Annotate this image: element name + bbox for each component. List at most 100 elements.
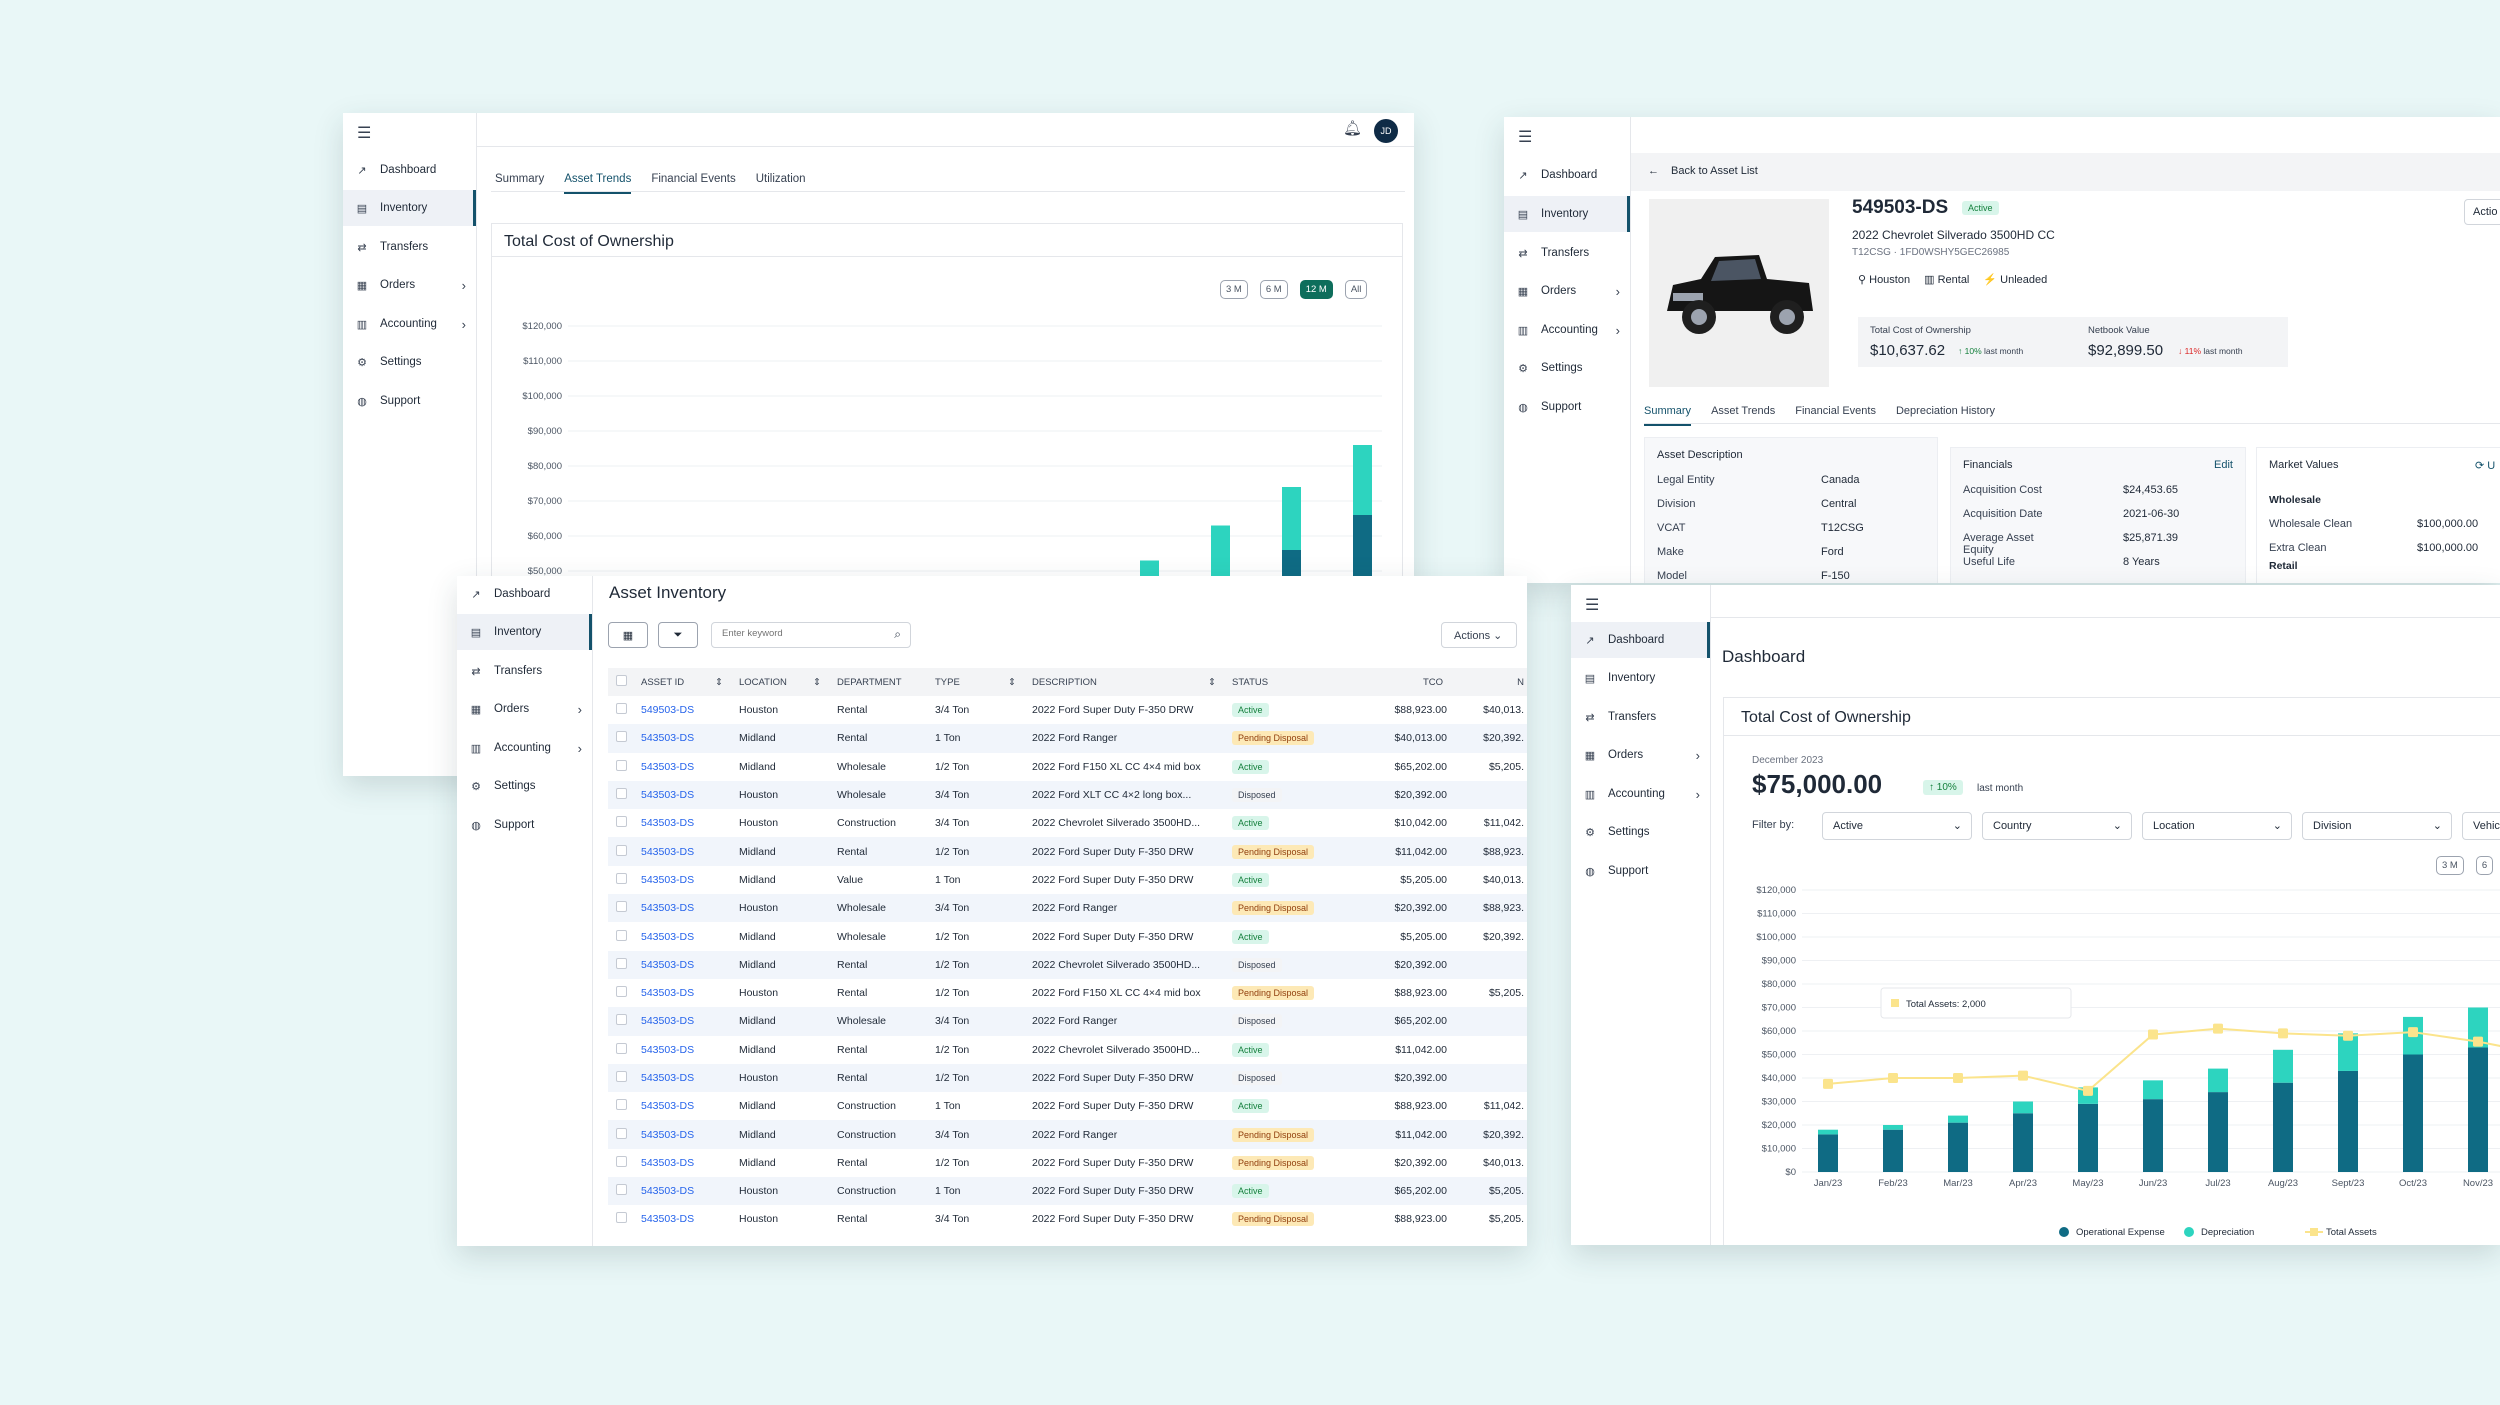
asset-id-link[interactable]: 543503-DS bbox=[641, 902, 695, 915]
row-checkbox[interactable] bbox=[616, 788, 627, 800]
range-3m[interactable]: 3 M bbox=[1220, 280, 1248, 299]
nav-inventory[interactable]: ▤ Inventory bbox=[343, 190, 476, 226]
table-row[interactable]: 543503-DS Midland Rental 1/2 Ton 2022 Ford S… bbox=[608, 837, 1527, 866]
nav-orders[interactable]: ▦ Orders › bbox=[356, 277, 466, 293]
nav-support[interactable]: ◍ Support bbox=[1504, 389, 1630, 425]
nav-support[interactable]: ◍ Support bbox=[343, 383, 476, 419]
table-row[interactable]: 543503-DS Houston Rental 3/4 Ton 2022 Ford S… bbox=[608, 1205, 1527, 1233]
asset-id-link[interactable]: 543503-DS bbox=[641, 789, 695, 802]
table-row[interactable]: 543503-DS Midland Rental 1/2 Ton 2022 Chevro… bbox=[608, 950, 1527, 979]
row-checkbox[interactable] bbox=[616, 731, 627, 743]
search-input[interactable] bbox=[722, 628, 872, 639]
vehicle-filter[interactable]: Vehicle bbox=[2462, 812, 2500, 840]
asset-id-link[interactable]: 543503-DS bbox=[641, 1185, 695, 1198]
row-checkbox[interactable] bbox=[616, 901, 627, 913]
bell-icon[interactable]: 🔔︎ bbox=[1342, 120, 1362, 137]
division-filter[interactable]: Division ⌄ bbox=[2302, 812, 2452, 840]
asset-id-link[interactable]: 543503-DS bbox=[641, 958, 695, 971]
avatar[interactable]: JD bbox=[1374, 119, 1398, 143]
row-checkbox[interactable] bbox=[616, 759, 627, 771]
refresh-action[interactable]: ⟳ U bbox=[2475, 460, 2496, 472]
row-checkbox[interactable] bbox=[616, 986, 627, 998]
nav-settings[interactable]: ⚙ Settings bbox=[1504, 350, 1630, 386]
nav-orders[interactable]: ▦ Orders › bbox=[470, 701, 582, 717]
nav-inventory[interactable]: ▤ Inventory bbox=[1504, 196, 1630, 232]
nav-orders[interactable]: ▦ Orders › bbox=[1584, 747, 1700, 763]
filter-button[interactable]: ⏷ bbox=[658, 622, 698, 648]
nav-settings[interactable]: ⚙ Settings bbox=[1571, 814, 1710, 850]
row-checkbox[interactable] bbox=[616, 1071, 627, 1082]
tab-asset-trends[interactable]: Asset Trends bbox=[564, 173, 632, 194]
actions-button[interactable]: Actio bbox=[2464, 199, 2500, 225]
location-filter[interactable]: Location ⌄ bbox=[2142, 812, 2292, 840]
table-row[interactable]: 543503-DS Houston Rental 1/2 Ton 2022 Ford S… bbox=[608, 1063, 1527, 1093]
nav-transfers[interactable]: ⇄ Transfers bbox=[343, 229, 476, 265]
nav-transfers[interactable]: ⇄ Transfers bbox=[1504, 235, 1630, 271]
nav-support[interactable]: ◍ Support bbox=[457, 807, 592, 843]
asset-id-link[interactable]: 543503-DS bbox=[641, 1043, 695, 1056]
tab-summary[interactable]: Summary bbox=[1644, 405, 1692, 426]
row-checkbox[interactable] bbox=[616, 1155, 627, 1167]
col-department[interactable]: DEPARTMENT bbox=[829, 668, 927, 696]
back-link[interactable]: ← Back to Asset List bbox=[1648, 165, 1758, 177]
table-row[interactable]: 543503-DS Houston Wholesale 3/4 Ton 2022 For… bbox=[608, 894, 1527, 923]
table-row[interactable]: 543503-DS Midland Construction 1 Ton 2022 Fo… bbox=[608, 1092, 1527, 1120]
range-3m[interactable]: 3 M bbox=[2436, 856, 2464, 875]
nav-transfers[interactable]: ⇄ Transfers bbox=[1571, 699, 1710, 735]
asset-id-link[interactable]: 543503-DS bbox=[641, 987, 695, 1000]
table-row[interactable]: 549503-DS Houston Rental 3/4 Ton 2022 Ford S… bbox=[608, 696, 1527, 724]
select-all-checkbox[interactable] bbox=[616, 675, 627, 686]
table-row[interactable]: 543503-DS Midland Construction 3/4 Ton 2022 … bbox=[608, 1120, 1527, 1149]
row-checkbox[interactable] bbox=[616, 1014, 627, 1026]
row-checkbox[interactable] bbox=[616, 844, 627, 856]
asset-id-link[interactable]: 543503-DS bbox=[641, 845, 695, 858]
nav-dashboard[interactable]: ↗ Dashboard bbox=[457, 576, 592, 612]
asset-id-link[interactable]: 543503-DS bbox=[641, 930, 695, 943]
table-row[interactable]: 543503-DS Midland Wholesale 1/2 Ton 2022 For… bbox=[608, 922, 1527, 950]
col-type[interactable]: TYPE ⇕ bbox=[927, 668, 1024, 696]
col-description[interactable]: DESCRIPTION ⇕ bbox=[1024, 668, 1224, 696]
row-checkbox[interactable] bbox=[616, 929, 627, 941]
nav-accounting[interactable]: ▥ Accounting › bbox=[356, 316, 466, 332]
nav-accounting[interactable]: ▥ Accounting › bbox=[470, 740, 582, 756]
table-row[interactable]: 543503-DS Midland Rental 1/2 Ton 2022 Ford S… bbox=[608, 1149, 1527, 1177]
tab-depreciation-history[interactable]: Depreciation History bbox=[1895, 405, 1996, 417]
table-row[interactable]: 543503-DS Houston Wholesale 3/4 Ton 2022 For… bbox=[608, 780, 1527, 810]
row-checkbox[interactable] bbox=[616, 1212, 627, 1224]
asset-id-link[interactable]: 543503-DS bbox=[641, 817, 695, 830]
asset-id-link[interactable]: 543503-DS bbox=[641, 873, 695, 886]
row-checkbox[interactable] bbox=[616, 816, 627, 828]
col-tco[interactable]: TCO bbox=[1351, 668, 1451, 696]
asset-id-link[interactable]: 543503-DS bbox=[641, 1100, 695, 1113]
search-icon[interactable]: ⌕ bbox=[894, 627, 901, 641]
row-checkbox[interactable] bbox=[616, 1184, 627, 1196]
col-status[interactable]: STATUS bbox=[1224, 668, 1351, 696]
menu-icon[interactable]: ☰ bbox=[1518, 129, 1533, 146]
nav-inventory[interactable]: ▤ Inventory bbox=[1584, 672, 1656, 685]
table-row[interactable]: 543503-DS Houston Rental 1/2 Ton 2022 Ford F… bbox=[608, 979, 1527, 1007]
table-row[interactable]: 543503-DS Midland Rental 1/2 Ton 2022 Chevro… bbox=[608, 1036, 1527, 1064]
table-row[interactable]: 543503-DS Midland Wholesale 3/4 Ton 2022 For… bbox=[608, 1007, 1527, 1036]
actions-button[interactable]: Actions ⌄ bbox=[1441, 622, 1517, 648]
nav-accounting[interactable]: ▥ Accounting › bbox=[1517, 322, 1620, 338]
table-row[interactable]: 543503-DS Houston Construction 1 Ton 2022 Fo… bbox=[608, 1177, 1527, 1206]
table-row[interactable]: 543503-DS Houston Construction 3/4 Ton 2022 … bbox=[608, 809, 1527, 837]
nav-inventory[interactable]: ▤ Inventory bbox=[457, 614, 592, 650]
row-checkbox[interactable] bbox=[616, 1042, 627, 1054]
asset-id-link[interactable]: 543503-DS bbox=[641, 1213, 695, 1226]
tab-financial-events[interactable]: Financial Events bbox=[1795, 405, 1876, 417]
col-asset-id[interactable]: ASSET ID ⇕ bbox=[633, 668, 731, 696]
asset-id-link[interactable]: 543503-DS bbox=[641, 1156, 695, 1169]
edit-link[interactable]: Edit bbox=[2214, 459, 2233, 471]
row-checkbox[interactable] bbox=[616, 1099, 627, 1111]
asset-id-link[interactable]: 543503-DS bbox=[641, 760, 695, 773]
table-row[interactable]: 543503-DS Midland Wholesale 1/2 Ton 2022 For… bbox=[608, 753, 1527, 781]
menu-icon[interactable]: ☰ bbox=[357, 125, 372, 142]
nav-dashboard[interactable]: ↗ Dashboard bbox=[1571, 622, 1710, 658]
row-checkbox[interactable] bbox=[616, 1127, 627, 1139]
nav-settings[interactable]: ⚙ Settings bbox=[457, 768, 592, 804]
col-nbv[interactable]: N bbox=[1451, 668, 1527, 696]
tab-summary[interactable]: Summary bbox=[495, 173, 545, 185]
nav-orders[interactable]: ▦ Orders › bbox=[1517, 283, 1620, 299]
asset-id-link[interactable]: 543503-DS bbox=[641, 1128, 695, 1141]
